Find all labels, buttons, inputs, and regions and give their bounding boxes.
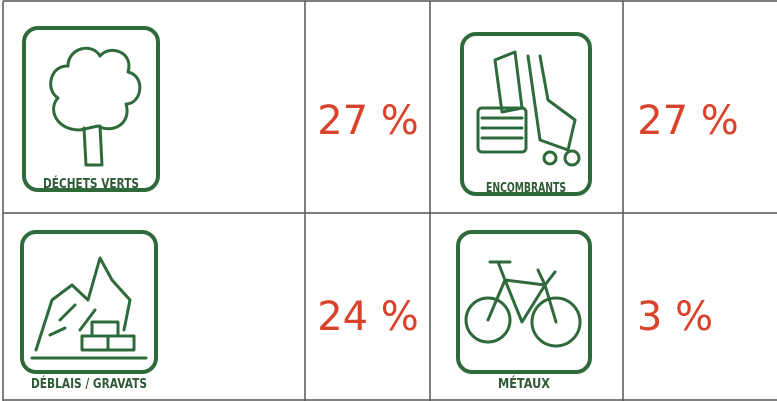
icon-bulky <box>460 32 592 196</box>
percentage: 27 % <box>637 98 739 144</box>
percentage: 3 % <box>637 294 713 340</box>
percentage: 24 % <box>317 294 419 340</box>
icon-rubble <box>20 230 158 374</box>
icon-tree <box>22 26 160 192</box>
percentage: 27 % <box>317 98 419 144</box>
category-label: DÉCHETS VERTS <box>43 176 139 192</box>
category-label: DÉBLAIS / GRAVATS <box>31 376 147 392</box>
icon-bicycle <box>456 230 592 374</box>
category-label: MÉTAUX <box>498 376 550 392</box>
category-label: ENCOMBRANTS <box>486 181 566 196</box>
